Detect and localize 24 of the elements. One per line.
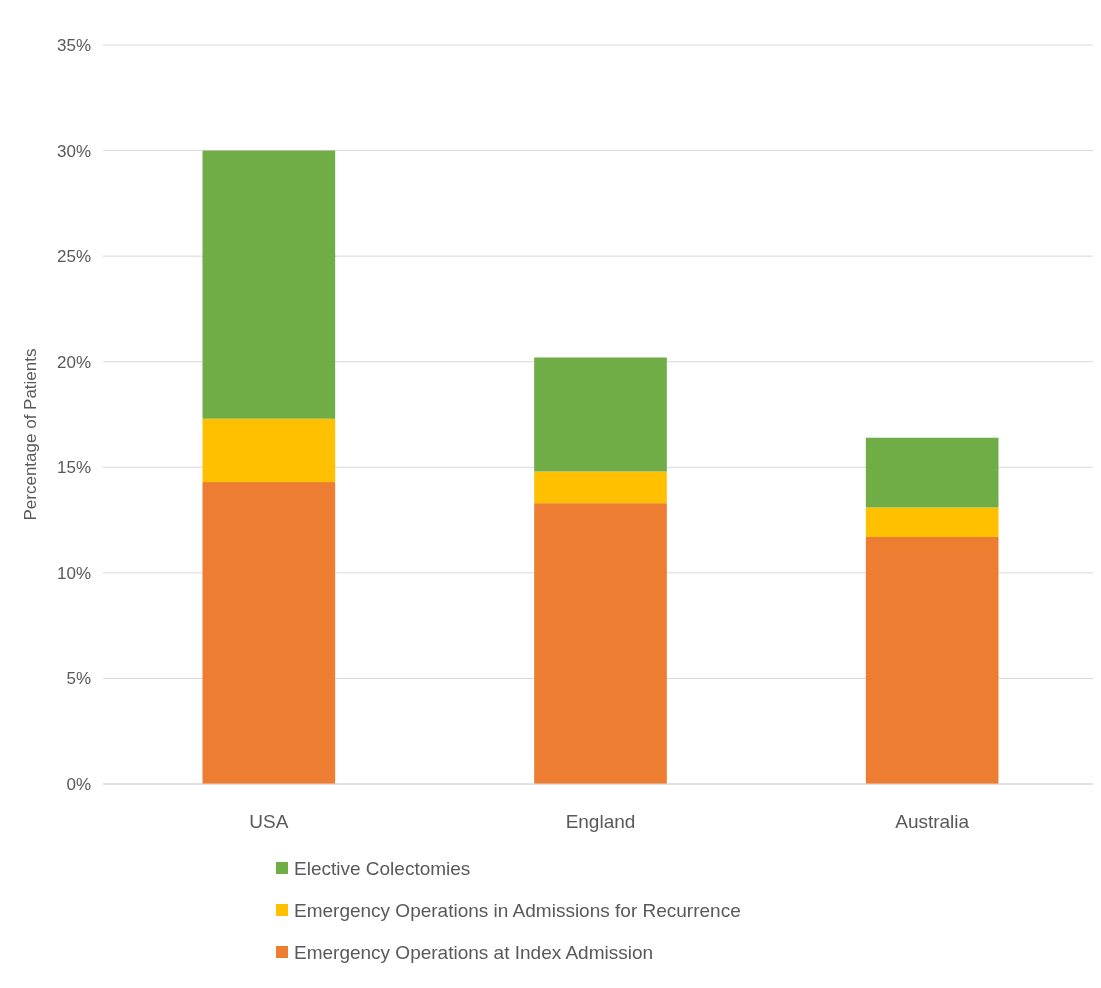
legend-label: Emergency Operations in Admissions for Recurrence [294,899,741,921]
legend-label: Elective Colectomies [294,857,471,879]
bar [202,150,336,419]
bar [865,507,999,537]
y-tick-label: 35% [56,35,91,55]
bar [202,418,336,483]
legend-label: Emergency Operations at Index Admission [294,941,654,963]
bar [865,536,999,784]
y-tick-label: 10% [56,563,91,583]
bar [202,482,336,784]
x-tick-label: England [565,811,636,832]
bar [865,437,999,508]
x-tick-label: Australia [895,811,970,832]
x-tick-label: USA [249,811,289,832]
y-tick-label: 30% [56,141,91,161]
y-tick-label: 20% [56,352,91,372]
y-tick-label: 0% [66,774,91,794]
y-tick-label: 5% [66,669,91,689]
y-axis-title: Percentage of Patients [21,348,40,521]
bar [534,357,667,472]
y-tick-label: 25% [56,247,91,267]
y-tick-label: 15% [56,458,91,478]
bar [534,471,667,504]
bar [534,503,667,784]
